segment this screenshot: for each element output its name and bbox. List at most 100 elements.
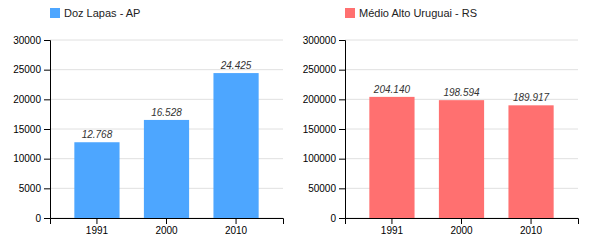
tick-mark	[461, 218, 462, 224]
tick: 200000	[303, 94, 345, 105]
tick-mark	[44, 40, 50, 41]
y-axis: 0 50000 100000 150000 200000 250000 300000	[303, 35, 346, 224]
grid	[50, 40, 283, 218]
tick-label: 1991	[381, 225, 404, 236]
legend-label: Médio Alto Uruguai - RS	[359, 7, 477, 19]
tick-label: 15000	[13, 124, 41, 135]
tick-mark	[44, 70, 50, 71]
tick: 0	[35, 213, 50, 224]
tick: 25000	[13, 64, 50, 75]
tick-mark	[339, 129, 345, 130]
tick-mark	[166, 218, 167, 224]
data-label: 198.594	[443, 87, 480, 98]
tick-mark	[339, 218, 345, 219]
grid	[345, 40, 578, 218]
tick-mark	[236, 218, 237, 224]
tick-label: 20000	[13, 94, 41, 105]
tick: 2000	[155, 218, 178, 236]
tick-mark	[44, 99, 50, 100]
grid-line	[345, 40, 578, 41]
legend-item: Doz Lapas - AP	[50, 7, 140, 19]
tick: 1991	[86, 218, 109, 236]
bars	[74, 73, 258, 218]
tick-mark	[531, 218, 532, 224]
axis-line	[346, 219, 579, 225]
tick: 2000	[450, 218, 473, 236]
tick-label: 150000	[303, 124, 337, 135]
tick-label: 250000	[303, 64, 337, 75]
tick: 15000	[13, 124, 50, 135]
data-label: 16.528	[151, 107, 182, 118]
data-label: 204.140	[373, 84, 411, 95]
chart-panel: 0 50000 100000 150000 200000 250000 300000 1991…	[303, 35, 579, 236]
tick-mark	[339, 40, 345, 41]
data-labels: 12.768 16.528 24.425	[82, 60, 252, 140]
x-axis: 1991 2000 2010	[51, 218, 284, 236]
data-label: 189.917	[513, 92, 550, 103]
tick-label: 2010	[225, 225, 248, 236]
tick-label: 25000	[13, 64, 41, 75]
tick-mark	[391, 218, 392, 224]
tick-label: 2010	[520, 225, 543, 236]
data-label: 24.425	[220, 60, 252, 71]
tick-mark	[44, 188, 50, 189]
figure: 0500010000150002000025000300001991200020…	[0, 0, 590, 240]
tick: 5000	[19, 183, 50, 194]
data-labels: 204.140 198.594 189.917	[373, 84, 550, 103]
bar	[439, 100, 484, 218]
tick: 20000	[13, 94, 50, 105]
tick: 10000	[13, 153, 50, 164]
legend-item: Médio Alto Uruguai - RS	[345, 7, 477, 19]
tick-mark	[96, 218, 97, 224]
legend: Médio Alto Uruguai - RS	[345, 7, 477, 19]
tick-label: 30000	[13, 35, 41, 46]
tick-label: 0	[35, 213, 41, 224]
tick: 0	[330, 213, 345, 224]
chart-panel: 0 5000 10000 15000 20000 25000 30000 1991 2000 20…	[13, 35, 283, 236]
tick: 2010	[520, 218, 543, 236]
bar	[74, 142, 119, 218]
data-label: 12.768	[82, 129, 113, 140]
tick: 50000	[308, 183, 345, 194]
y-axis: 0 5000 10000 15000 20000 25000 30000	[13, 35, 50, 224]
tick-label: 10000	[13, 153, 41, 164]
tick: 1991	[381, 218, 404, 236]
tick: 30000	[13, 35, 50, 46]
bar	[144, 120, 189, 218]
legend-label: Doz Lapas - AP	[64, 7, 140, 19]
grid-line	[50, 40, 283, 41]
tick-label: 2000	[450, 225, 473, 236]
legend-swatch	[50, 8, 60, 18]
tick-mark	[44, 129, 50, 130]
tick-label: 200000	[303, 94, 337, 105]
bar	[508, 105, 553, 218]
tick-label: 50000	[308, 183, 336, 194]
bar	[369, 97, 414, 218]
tick-mark	[339, 159, 345, 160]
axis-line	[44, 41, 51, 219]
axis-line	[51, 219, 284, 225]
tick-mark	[339, 70, 345, 71]
tick-label: 2000	[155, 225, 178, 236]
tick-label: 1991	[86, 225, 109, 236]
tick-mark	[339, 99, 345, 100]
tick: 100000	[303, 153, 345, 164]
tick-mark	[44, 159, 50, 160]
tick-label: 5000	[19, 183, 42, 194]
legend-swatch	[345, 8, 355, 18]
legend: Doz Lapas - AP	[50, 7, 140, 19]
tick: 150000	[303, 124, 345, 135]
tick-mark	[44, 218, 50, 219]
tick: 250000	[303, 64, 345, 75]
tick-label: 100000	[303, 153, 337, 164]
tick: 300000	[303, 35, 345, 46]
tick-mark	[339, 188, 345, 189]
tick-label: 0	[330, 213, 336, 224]
grid-line	[345, 69, 578, 70]
tick: 2010	[225, 218, 248, 236]
tick-label: 300000	[303, 35, 337, 46]
bar	[213, 73, 258, 218]
bars	[369, 97, 553, 218]
axis-line	[339, 41, 346, 219]
x-axis: 1991 2000 2010	[346, 218, 579, 236]
